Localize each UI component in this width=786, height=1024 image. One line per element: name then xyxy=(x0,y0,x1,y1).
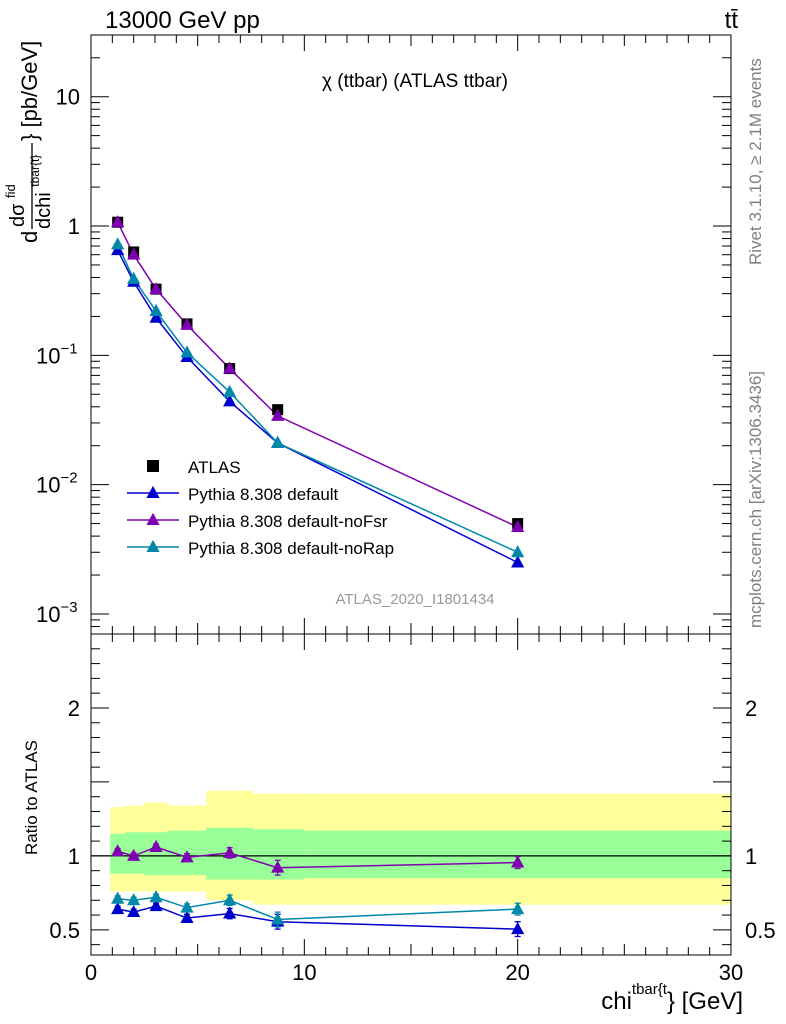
ratio-data-point xyxy=(180,850,194,863)
mc-data-point xyxy=(149,281,163,295)
legend-marker xyxy=(146,485,160,498)
ratio-data-point xyxy=(223,845,237,858)
rivet-version-label: Rivet 3.1.10, ≥ 2.1M events xyxy=(746,58,765,265)
mc-data-point xyxy=(223,394,237,407)
ratio-data-point xyxy=(149,839,163,852)
stat-uncertainty-band xyxy=(144,832,168,876)
ratio-data-point xyxy=(111,901,125,915)
legend-marker-atlas xyxy=(147,460,159,472)
ratio-data-point xyxy=(149,899,163,912)
mc-data-point xyxy=(223,384,237,398)
x-label-unit: } [GeV] xyxy=(667,988,743,1015)
svg-text:dchi tbar{t}: dchi tbar{t} xyxy=(28,155,55,229)
ratio-y-tick-label-right: 2 xyxy=(745,696,757,721)
x-tick-label: 10 xyxy=(292,960,316,985)
legend-marker xyxy=(146,512,160,525)
ratio-data-point xyxy=(511,901,525,915)
ratio-data-point xyxy=(149,890,163,903)
y-label-denominator-sup: tbar{t} xyxy=(28,155,42,187)
mc-data-point xyxy=(511,555,525,568)
ratio-y-tick-label-right: 1 xyxy=(745,844,757,869)
ratio-data-point xyxy=(111,844,125,857)
legend-marker xyxy=(146,539,160,552)
mc-data-point xyxy=(149,303,163,317)
svg-text:dσ fid: dσ fid xyxy=(3,184,29,227)
mc-data-point xyxy=(111,237,125,250)
mc-data-point xyxy=(111,215,125,228)
main-y-tick-label: 1 xyxy=(68,214,80,239)
legend-entry-label: Pythia 8.308 default-noRap xyxy=(188,539,394,558)
y-label-numerator: dσ xyxy=(7,203,29,227)
x-tick-label: 0 xyxy=(85,960,97,985)
legend-entry-label: Pythia 8.308 default-noFsr xyxy=(188,512,388,531)
mc-data-point xyxy=(271,408,285,421)
mc-data-point xyxy=(127,271,141,284)
process-label: tt̄ xyxy=(725,7,739,34)
ratio-y-tick-label-left: 2 xyxy=(68,696,80,721)
legend-entry-label: ATLAS xyxy=(188,458,241,477)
y-label-numerator-sup: fid xyxy=(3,184,18,198)
main-plot-frame xyxy=(90,34,732,635)
mc-data-point xyxy=(511,519,525,533)
ratio-data-point xyxy=(511,855,525,868)
x-label-sup: tbar{t xyxy=(632,981,668,998)
analysis-watermark: ATLAS_2020_I1801434 xyxy=(335,591,494,608)
main-y-tick-label: 10−3 xyxy=(36,599,78,627)
ratio-data-point xyxy=(127,848,141,861)
stat-uncertainty-band xyxy=(304,830,731,879)
x-tick-label: 30 xyxy=(719,960,743,985)
main-y-axis-label: d dσ fid dchi tbar{t} } [pb/GeV] xyxy=(3,41,55,243)
ratio-data-point xyxy=(180,900,194,913)
main-plot-panel: χ (ttbar) (ATLAS ttbar) ATLAS_2020_I1801… xyxy=(36,34,732,635)
ratio-y-tick-label-left: 1 xyxy=(68,844,80,869)
ratio-data-point xyxy=(223,893,237,906)
ratio-data-point xyxy=(111,891,125,904)
mc-data-point xyxy=(149,310,163,323)
mc-data-point xyxy=(511,545,525,558)
main-y-tick-label: 10−2 xyxy=(36,470,78,498)
mc-data-point xyxy=(180,317,194,330)
mc-data-point xyxy=(127,247,141,260)
ratio-data-point xyxy=(271,860,285,873)
mc-data-point xyxy=(223,361,237,374)
main-series-line xyxy=(116,221,518,528)
y-label-unit: } [pb/GeV] xyxy=(17,41,42,141)
energy-label: 13000 GeV pp xyxy=(105,7,260,34)
ratio-data-point xyxy=(180,910,194,923)
mcplots-label: mcplots.cern.ch [arXiv:1306.3436] xyxy=(746,371,765,628)
mc-data-point xyxy=(180,345,194,358)
ratio-y-axis-label: Ratio to ATLAS xyxy=(22,740,41,855)
main-y-tick-label: 10−1 xyxy=(36,340,78,368)
main-plot-title: χ (ttbar) (ATLAS ttbar) xyxy=(322,71,508,92)
x-label-main: chi xyxy=(601,988,632,1015)
ratio-data-point xyxy=(127,893,141,906)
x-axis-label: chitbar{t} [GeV] xyxy=(601,981,743,1015)
svg-text:d: d xyxy=(17,231,42,243)
legend-entry-label: Pythia 8.308 default xyxy=(188,485,339,504)
main-series-line xyxy=(116,244,518,553)
y-label-d: d xyxy=(17,231,42,243)
ratio-plot-panel: 2 21 10.5 0.50 10 20 30 xyxy=(49,633,776,985)
x-tick-label: 20 xyxy=(505,960,529,985)
legend: ATLAS Pythia 8.308 default Pythia 8.308 de… xyxy=(127,458,394,558)
main-y-tick-label: 10 xyxy=(56,85,80,110)
mc-data-point xyxy=(271,435,285,448)
ratio-data-point xyxy=(271,912,285,925)
ratio-data-point xyxy=(223,906,237,919)
ratio-data-point xyxy=(511,921,525,935)
ratio-y-tick-label-left: 0.5 xyxy=(49,918,80,943)
ratio-data-point xyxy=(127,904,141,918)
y-label-denominator: dchi xyxy=(33,192,55,229)
ratio-y-tick-label-right: 0.5 xyxy=(745,918,776,943)
ratio-plot-frame xyxy=(90,633,732,956)
svg-text:} [pb/GeV]: } [pb/GeV] xyxy=(17,41,42,141)
